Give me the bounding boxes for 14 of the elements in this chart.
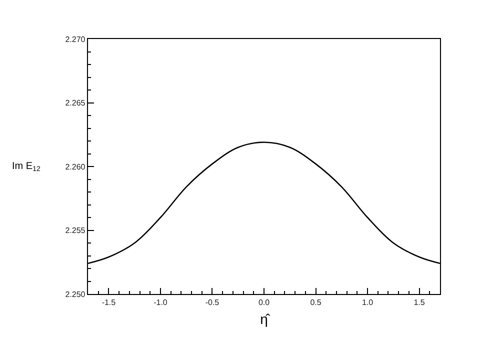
x-tick-label: 1.5	[414, 298, 426, 307]
y-tick-label: 2.255	[65, 226, 86, 236]
x-tick-label: -1.0	[154, 298, 168, 307]
y-tick-label: 2.265	[65, 98, 86, 108]
y-tick-label: 2.250	[65, 290, 86, 299]
y-tick-label: 2.270	[65, 34, 86, 44]
x-tick-label: -0.5	[205, 298, 220, 307]
x-tick-label: -1.5	[102, 298, 116, 307]
y-tick-label: 2.260	[65, 162, 86, 172]
x-tick-label: 0.5	[310, 298, 322, 307]
x-tick-label: 0.0	[258, 298, 270, 307]
x-axis-title: η̂	[260, 311, 271, 328]
x-tick-label: 1.0	[362, 298, 374, 307]
y-axis-title: Im E$_{12}$	[12, 161, 40, 174]
